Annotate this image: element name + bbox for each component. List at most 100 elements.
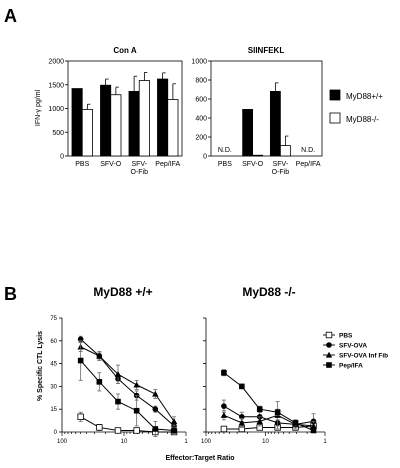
- wt-marker-square: [77, 357, 84, 364]
- wt-ytick-label: 30: [50, 384, 57, 390]
- ko-marker-square-open: [220, 425, 228, 433]
- chart-lysis-ko-title: MyD88 -/-: [242, 285, 295, 299]
- wt-marker-square-open: [114, 427, 122, 434]
- cona-bar: [167, 99, 179, 157]
- ko-marker-circle: [221, 403, 227, 409]
- wt-series-line: [80, 338, 175, 427]
- siin-ytick-label: 1000: [191, 59, 207, 66]
- cona-bar: [100, 84, 112, 157]
- ko-xtick-label: 100: [201, 439, 212, 445]
- wt-xtick-label: 1: [184, 439, 188, 445]
- cona-ytick-label: 0: [60, 154, 64, 161]
- panel-label-b: B: [4, 284, 17, 304]
- wt-marker-square-open: [96, 424, 103, 431]
- chart-lysis-ko: MyD88 -/- 100 10 1: [201, 285, 327, 445]
- cona-ytick-label: 1500: [48, 82, 64, 89]
- chart-con-a: Con A IFN-γ pg/ml 0 500 1000 1500 2000 PBS SFV…: [35, 46, 183, 176]
- siin-category-label: PBS: [218, 161, 232, 168]
- wt-marker-circle: [152, 406, 159, 413]
- siin-ytick-label: 200: [195, 135, 207, 142]
- cona-category-label: O-Fib: [131, 169, 149, 176]
- cona-bar: [128, 91, 140, 157]
- cona-bar: [157, 78, 169, 157]
- wt-ytick-label: 0: [54, 430, 58, 436]
- cona-bar: [71, 88, 83, 157]
- wt-ytick-label: 60: [50, 339, 57, 345]
- lysis-legend-label: SFV-OVA: [339, 343, 367, 350]
- cona-category-label: Pep/IFA: [155, 161, 180, 168]
- panel-label-a: A: [4, 6, 17, 26]
- lysis-legend: PBS SFV-OVA SFV-OVA Inf Fib Pep/IFA: [323, 331, 388, 370]
- chart-con-a-plot: 0 500 1000 1500 2000 PBS SFV-O SFV-O-Fib Pep/IFA: [48, 59, 183, 176]
- lysis-legend-label: Pep/IFA: [339, 363, 363, 370]
- lysis-legend-marker-square-open: [325, 331, 333, 339]
- cona-bar: [81, 109, 93, 157]
- wt-series-line: [80, 360, 175, 431]
- ko-series-line: [223, 405, 314, 425]
- cona-bar: [138, 80, 150, 157]
- ko-marker-triangle: [220, 411, 228, 418]
- chart-con-a-title: Con A: [113, 46, 136, 55]
- ko-xtick-label: 1: [323, 439, 327, 445]
- wt-marker-triangle: [96, 352, 103, 359]
- ko-series-line: [223, 425, 314, 430]
- siin-category-label: SFV-: [273, 161, 289, 168]
- wt-series-line: [80, 346, 175, 422]
- wt-marker-square-open: [133, 427, 140, 434]
- lysis-legend-marker-square: [326, 362, 332, 368]
- ko-marker-square: [221, 369, 227, 376]
- bar-legend: MyD88+/+ MyD88-/-: [329, 89, 383, 124]
- lysis-legend-label: SFV-OVA Inf Fib: [339, 353, 388, 360]
- legend-swatch-ko: [329, 112, 341, 124]
- wt-marker-triangle: [170, 418, 178, 424]
- wt-ytick-label: 45: [50, 362, 57, 368]
- chart-siinfekl-title: SIINFEKL: [248, 46, 285, 55]
- wt-marker-triangle: [152, 390, 159, 397]
- cona-category-label: PBS: [75, 161, 89, 168]
- wt-marker-square: [133, 407, 140, 414]
- chart-lysis-ko-plot: 100 10 1: [201, 317, 327, 445]
- chart-lysis-xlabel: Effector:Target Ratio: [165, 455, 234, 462]
- siin-bar: [279, 145, 291, 157]
- cona-category-label: SFV-: [131, 161, 147, 168]
- wt-marker-square: [171, 427, 177, 434]
- cona-bar: [110, 94, 122, 157]
- chart-siinfekl: SIINFEKL 0 200 400 600 800 1000 PBS N.D. SFV-O SF…: [191, 46, 323, 176]
- siin-nd-label: N.D.: [218, 147, 232, 154]
- wt-marker-triangle: [114, 370, 122, 377]
- ko-marker-square: [310, 427, 317, 434]
- siin-ytick-label: 400: [195, 116, 207, 123]
- wt-marker-triangle: [133, 381, 140, 388]
- ko-marker-square: [274, 409, 281, 416]
- legend-label-ko: MyD88-/-: [346, 115, 379, 124]
- siin-category-label: O-Fib: [272, 169, 290, 176]
- siin-category-label: Pep/IFA: [296, 161, 321, 168]
- wt-ytick-label: 15: [50, 407, 57, 413]
- cona-ytick-label: 2000: [48, 59, 64, 66]
- wt-marker-square: [96, 379, 103, 385]
- wt-marker-square: [115, 398, 121, 405]
- wt-marker-square: [152, 426, 159, 432]
- cona-ytick-label: 500: [52, 130, 64, 137]
- ko-marker-square: [239, 383, 245, 390]
- chart-lysis-wt-plot: 0 15 30 45 60 75 100 10 1: [50, 316, 188, 445]
- legend-swatch-wt: [329, 89, 341, 101]
- chart-lysis-ylabel: % Specific CTL Lysis: [37, 331, 44, 401]
- wt-ytick-label: 75: [50, 316, 57, 322]
- siin-bar: [252, 154, 264, 157]
- cona-category-label: SFV-O: [100, 161, 122, 168]
- ko-marker-square: [256, 406, 263, 412]
- wt-xtick-label: 100: [57, 439, 68, 445]
- lysis-legend-marker-triangle: [325, 351, 333, 358]
- chart-lysis-wt: MyD88 +/+ % Specific CTL Lysis 0 15 30 45 60…: [37, 285, 188, 445]
- chart-lysis-wt-title: MyD88 +/+: [93, 285, 152, 299]
- lysis-legend-label: PBS: [339, 333, 353, 340]
- siin-category-label: SFV-O: [242, 161, 264, 168]
- siin-ytick-label: 0: [203, 154, 207, 161]
- wt-marker-square-open: [77, 413, 84, 420]
- siin-frame: [210, 60, 323, 157]
- siin-ytick-label: 600: [195, 97, 207, 104]
- ko-marker-triangle: [310, 422, 317, 429]
- ko-series-line: [223, 372, 314, 431]
